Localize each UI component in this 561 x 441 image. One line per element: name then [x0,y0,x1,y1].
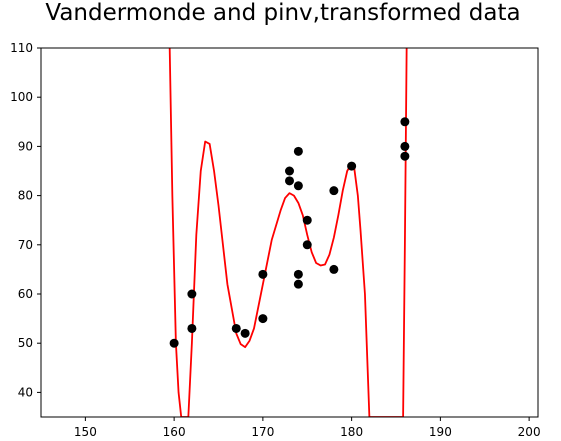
x-tick-label: 170 [251,425,274,439]
chart-title: Vandermonde and pinv,transformed data [45,0,520,26]
data-point [347,161,357,171]
data-point [293,279,303,289]
data-point [293,181,303,191]
y-tick-label: 40 [18,385,33,399]
x-tick-label: 160 [163,425,186,439]
data-point [258,314,268,324]
data-point [285,176,294,186]
data-point [169,338,179,348]
data-point [400,141,410,151]
data-point [329,186,339,196]
x-tick-label: 150 [74,425,97,439]
y-tick-label: 50 [18,336,33,350]
data-point [231,323,241,333]
x-tick-label: 180 [340,425,363,439]
y-tick-label: 90 [18,139,33,153]
data-point [187,323,197,333]
x-tick-label: 190 [429,425,452,439]
y-tick-label: 70 [18,238,33,252]
y-tick-label: 80 [18,189,33,203]
data-point [302,240,312,250]
data-point [302,215,312,225]
data-point [187,289,197,299]
data-point [400,151,410,161]
series-layer [168,48,410,417]
data-point [240,328,250,338]
plot-frame [40,47,539,418]
y-tick-label: 60 [18,287,33,301]
y-axis: 40 50 60 70 80 90 100 110 [10,41,41,399]
y-tick-label: 110 [10,41,33,55]
data-point [293,269,303,279]
data-point [400,117,410,127]
fit-curve-line [168,48,408,417]
x-tick-label: 200 [518,425,541,439]
x-axis: 150 160 170 180 190 200 [74,417,541,439]
plot-area [40,47,539,418]
y-tick-label: 100 [10,90,33,104]
plot-background [41,48,538,417]
data-point [293,146,303,156]
data-point [285,166,294,176]
data-point [258,269,268,279]
data-point [329,264,339,274]
